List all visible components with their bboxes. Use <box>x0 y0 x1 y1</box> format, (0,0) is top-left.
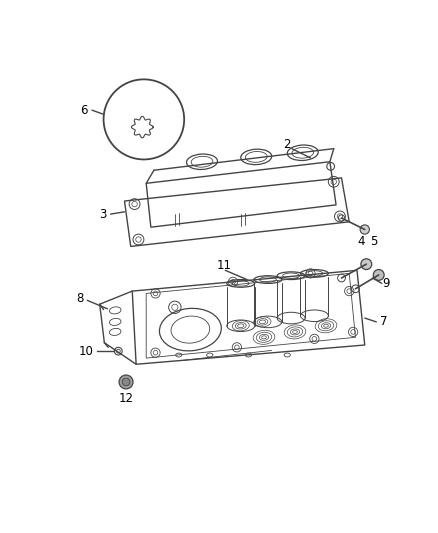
Text: 3: 3 <box>99 208 106 221</box>
Text: 11: 11 <box>216 259 231 272</box>
Text: 8: 8 <box>76 292 83 305</box>
Text: 4: 4 <box>357 235 364 247</box>
Text: 10: 10 <box>78 345 93 358</box>
Text: 9: 9 <box>382 277 389 290</box>
Circle shape <box>361 259 372 270</box>
Text: 5: 5 <box>371 235 378 247</box>
Circle shape <box>373 270 384 280</box>
Text: 7: 7 <box>380 316 387 328</box>
Circle shape <box>360 225 369 234</box>
Text: 12: 12 <box>119 392 134 406</box>
Circle shape <box>122 378 130 386</box>
Text: 6: 6 <box>81 103 88 117</box>
Text: 2: 2 <box>283 138 291 151</box>
Circle shape <box>119 375 133 389</box>
